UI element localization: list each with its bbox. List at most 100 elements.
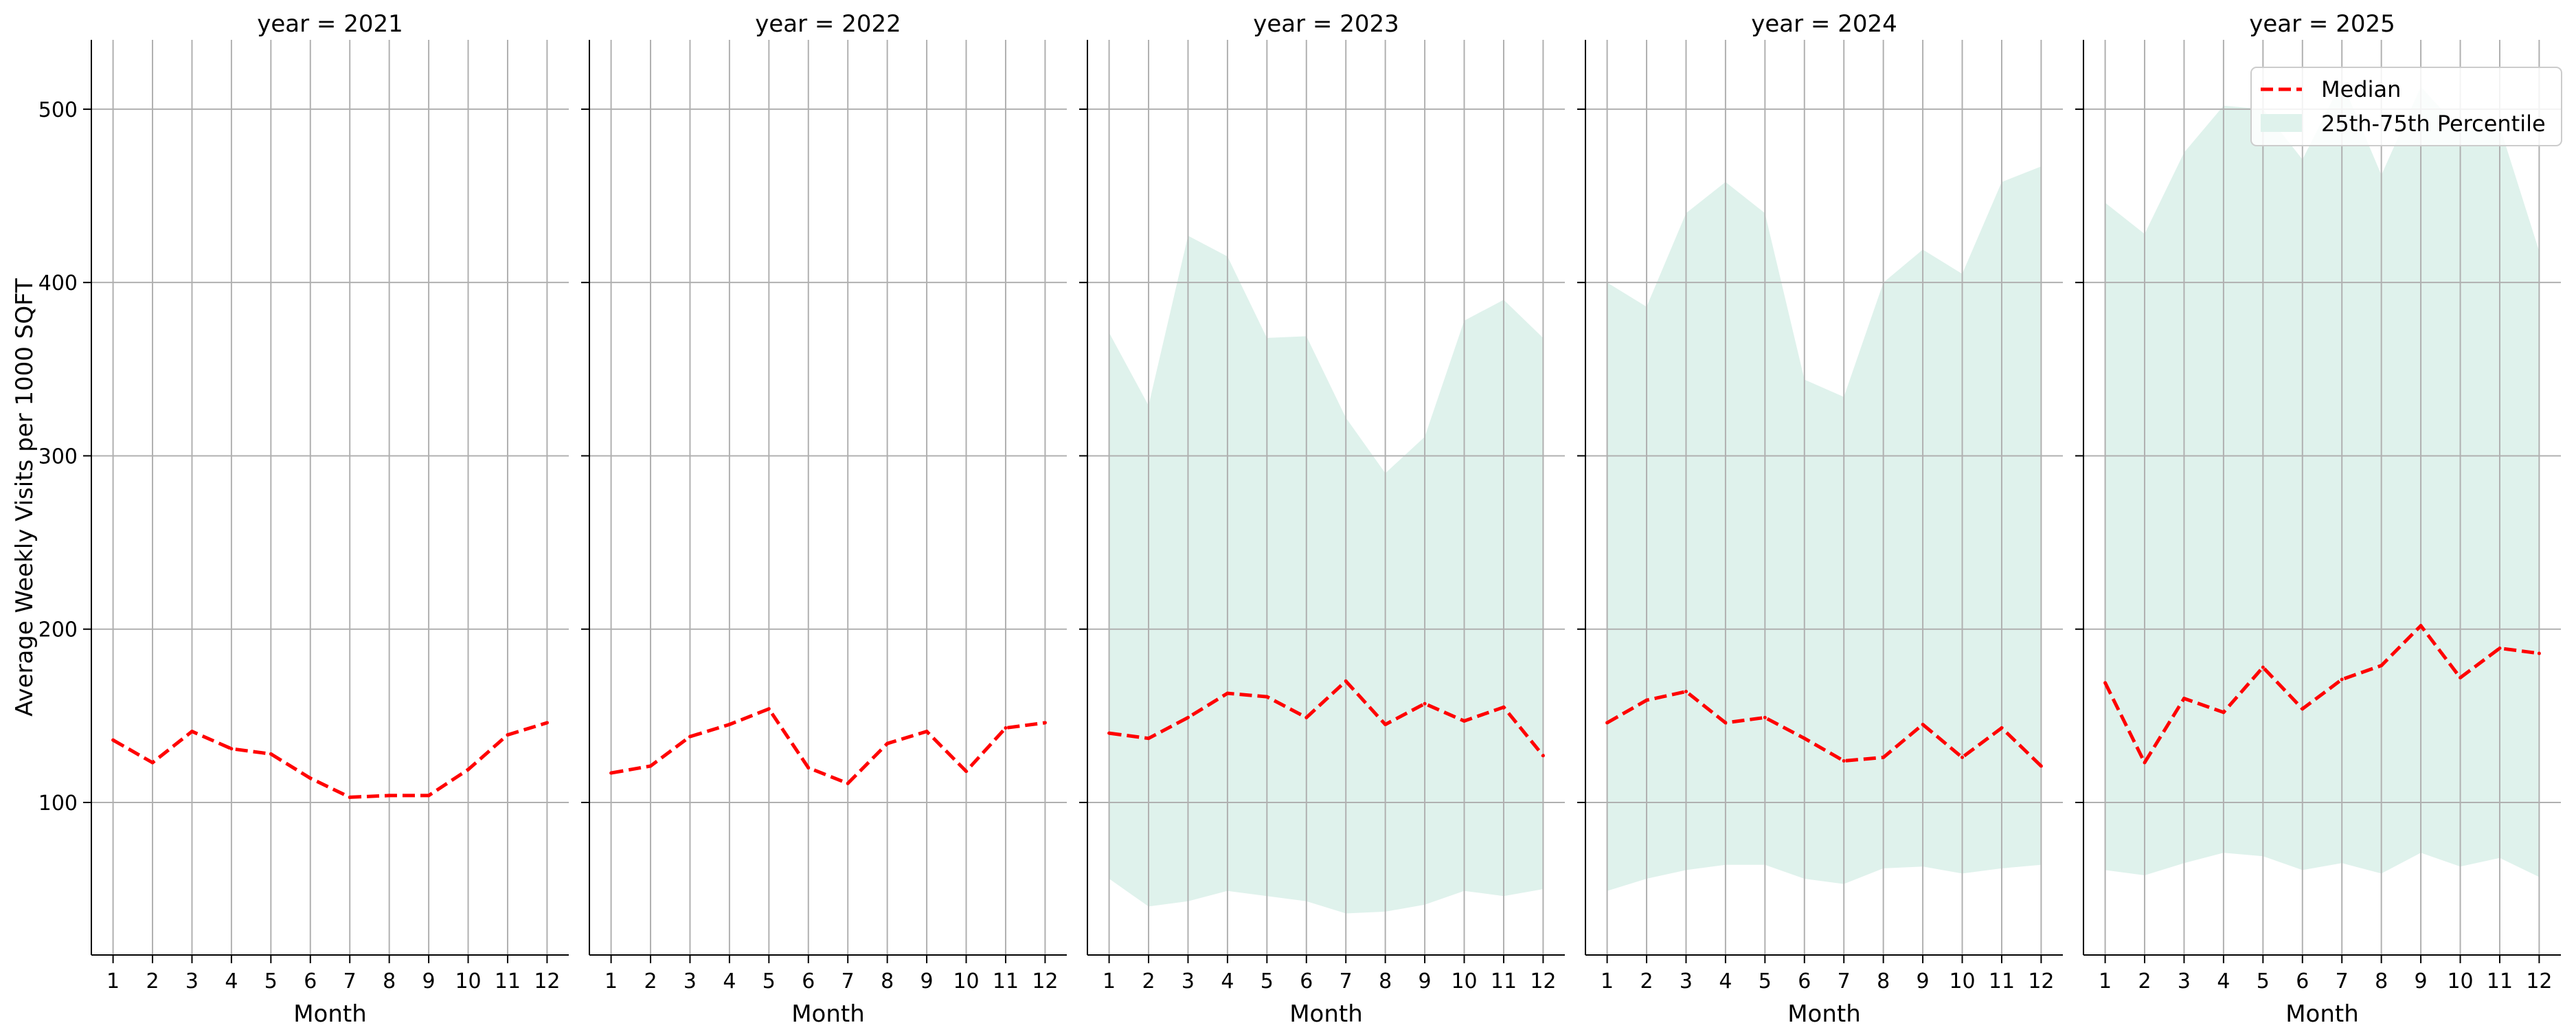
x-tick-label: 6 [304,969,317,993]
median-point [2380,664,2384,668]
median-point [1541,754,1545,758]
x-tick-label: 9 [920,969,934,993]
y-tick-label: 300 [38,445,78,469]
median-point [1186,715,1190,719]
panel-title: year = 2023 [1253,10,1399,38]
median-point [348,795,352,799]
x-tick-label: 4 [723,969,736,993]
x-tick-label: 8 [881,969,894,993]
median-point [1423,701,1427,706]
y-tick-label: 500 [38,98,78,122]
median-line [1606,690,2043,767]
median-point [150,761,155,765]
median-point [308,776,313,780]
x-tick-label: 12 [2028,969,2054,993]
median-point [1304,715,1309,719]
median-point [427,794,431,798]
median-point [2143,761,2147,765]
x-tick-label: 7 [2336,969,2349,993]
x-tick-label: 5 [1759,969,1772,993]
median-point [2261,665,2265,669]
median-point [2340,677,2344,682]
x-tick-label: 10 [953,969,979,993]
x-tick-label: 12 [1530,969,1556,993]
median-point [1882,755,1886,759]
x-tick-label: 5 [1261,969,1274,993]
median-point [1502,705,1506,709]
x-axis-label: Month [791,1000,865,1028]
x-tick-label: 9 [2415,969,2428,993]
median-point [1043,721,1047,725]
median-point [648,764,653,768]
x-tick-label: 11 [993,969,1019,993]
x-tick-label: 1 [605,969,618,993]
x-tick-label: 8 [2375,969,2388,993]
median-point [1803,737,1807,741]
median-point [269,752,273,756]
x-tick-label: 10 [455,969,481,993]
x-axis-label: Month [2285,1000,2359,1028]
median-point [2103,681,2108,685]
x-tick-label: 3 [1680,969,1693,993]
median-point [1107,731,1111,735]
median-point [1645,698,1649,702]
x-tick-label: 1 [1103,969,1116,993]
median-point [229,747,234,751]
x-tick-label: 12 [2526,969,2552,993]
median-point [466,767,471,772]
x-tick-label: 5 [2257,969,2270,993]
x-tick-label: 2 [2138,969,2151,993]
median-point [2537,651,2541,655]
x-tick-label: 10 [2447,969,2473,993]
x-axis-label: Month [1787,1000,1861,1028]
percentile-band [1109,236,1544,914]
median-point [846,781,850,785]
x-tick-label: 4 [2217,969,2230,993]
x-tick-label: 12 [534,969,560,993]
median-line [112,721,548,799]
median-point [2039,764,2043,768]
x-tick-label: 6 [1300,969,1313,993]
median-point [2000,726,2004,730]
x-tick-label: 10 [1949,969,1975,993]
panel-title: year = 2025 [2249,10,2395,38]
percentile-band [1607,166,2042,891]
x-tick-label: 8 [1877,969,1890,993]
median-point [2222,710,2226,715]
median-point [688,734,692,739]
legend-median-label: Median [2321,76,2401,102]
x-tick-label: 10 [1451,969,1477,993]
legend: Median 25th-75th Percentile [2250,67,2562,146]
x-tick-label: 6 [1798,969,1811,993]
legend-band-swatch [2261,114,2302,132]
x-tick-label: 2 [644,969,657,993]
x-tick-label: 8 [1379,969,1392,993]
x-tick-label: 4 [1719,969,1732,993]
median-point [1921,722,1925,726]
x-tick-label: 6 [2296,969,2309,993]
median-point [2459,675,2463,679]
x-tick-label: 3 [185,969,199,993]
median-point [2301,707,2305,711]
median-point [387,794,392,798]
median-point [1225,691,1230,695]
median-point [1961,755,1965,759]
panel-title: year = 2022 [755,10,901,38]
median-point [925,730,929,734]
x-tick-label: 11 [495,969,521,993]
x-tick-label: 11 [2487,969,2513,993]
x-tick-label: 1 [2099,969,2112,993]
x-tick-label: 9 [1917,969,1930,993]
x-tick-label: 9 [422,969,436,993]
x-tick-label: 1 [106,969,120,993]
median-point [1724,721,1728,725]
panel-title: year = 2021 [257,10,403,38]
median-point [609,771,613,775]
x-tick-label: 2 [1142,969,1155,993]
median-line [2103,624,2540,765]
percentile-band [2105,81,2540,877]
